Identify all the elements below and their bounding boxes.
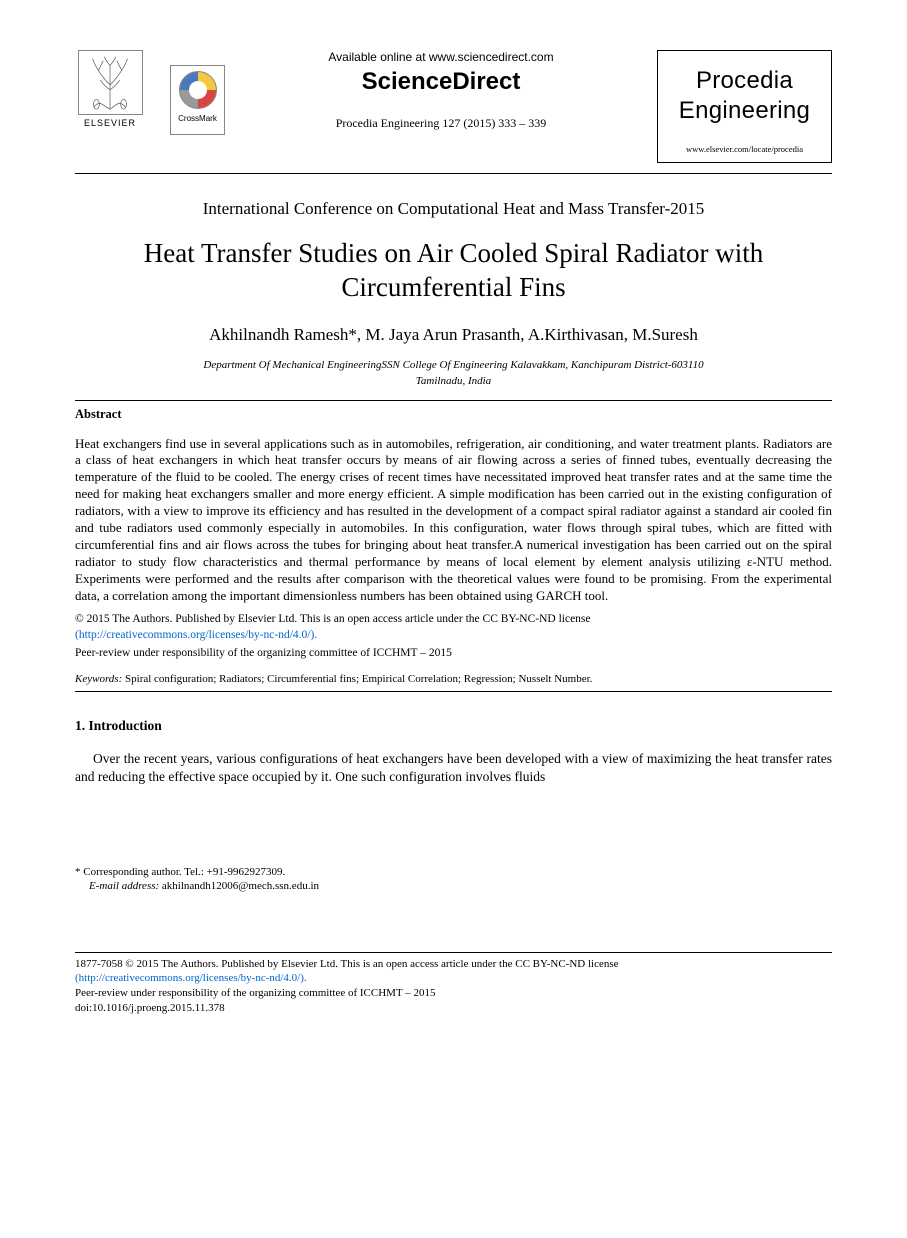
- email-line: E-mail address: akhilnandh12006@mech.ssn…: [75, 880, 832, 892]
- journal-url: www.elsevier.com/locate/procedia: [666, 144, 823, 154]
- elsevier-tree-icon: [78, 50, 143, 115]
- section-1-heading: 1. Introduction: [75, 718, 832, 734]
- email-label: E-mail address:: [89, 880, 159, 892]
- keywords-rule: [75, 691, 832, 692]
- authors-line: Akhilnandh Ramesh*, M. Jaya Arun Prasant…: [75, 325, 832, 345]
- journal-cover-box: Procedia Engineering www.elsevier.com/lo…: [657, 50, 832, 163]
- license-link[interactable]: (http://creativecommons.org/licenses/by-…: [75, 629, 317, 641]
- crossmark-badge[interactable]: CrossMark: [170, 65, 225, 135]
- abstract-body: Heat exchangers find use in several appl…: [75, 436, 832, 605]
- center-header: Available online at www.sciencedirect.co…: [225, 50, 657, 131]
- section-1-body: Over the recent years, various configura…: [75, 750, 832, 785]
- keywords-label: Keywords:: [75, 673, 122, 685]
- page-header: ELSEVIER CrossMark Available online at w…: [75, 50, 832, 163]
- affiliation: Department Of Mechanical EngineeringSSN …: [75, 357, 832, 390]
- keywords-line: Keywords: Spiral configuration; Radiator…: [75, 673, 832, 685]
- footer-rule: [75, 952, 832, 953]
- elsevier-logo: ELSEVIER: [75, 50, 145, 135]
- crossmark-label: CrossMark: [178, 114, 217, 123]
- crossmark-icon: [178, 70, 218, 110]
- peer-review-line: Peer-review under responsibility of the …: [75, 647, 832, 659]
- available-online-text: Available online at www.sciencedirect.co…: [245, 50, 637, 64]
- email-address: akhilnandh12006@mech.ssn.edu.in: [162, 880, 319, 892]
- abstract-heading: Abstract: [75, 407, 832, 422]
- citation-line: Procedia Engineering 127 (2015) 333 – 33…: [245, 116, 637, 131]
- sciencedirect-logo: ScienceDirect: [245, 68, 637, 96]
- header-rule: [75, 173, 832, 174]
- footer-license-link[interactable]: (http://creativecommons.org/licenses/by-…: [75, 972, 307, 984]
- footer-issn: 1877-7058 © 2015 The Authors. Published …: [75, 958, 619, 970]
- copyright-block: © 2015 The Authors. Published by Elsevie…: [75, 612, 832, 643]
- copyright-line: © 2015 The Authors. Published by Elsevie…: [75, 613, 591, 625]
- corresponding-author: * Corresponding author. Tel.: +91-996292…: [75, 866, 832, 878]
- left-logo-group: ELSEVIER CrossMark: [75, 50, 225, 135]
- paper-title: Heat Transfer Studies on Air Cooled Spir…: [75, 237, 832, 305]
- affiliation-rule: [75, 400, 832, 401]
- conference-name: International Conference on Computationa…: [75, 199, 832, 219]
- elsevier-label: ELSEVIER: [84, 118, 136, 128]
- footer-block: 1877-7058 © 2015 The Authors. Published …: [75, 957, 832, 1016]
- journal-name: Procedia Engineering: [666, 66, 823, 126]
- footer-doi: doi:10.1016/j.proeng.2015.11.378: [75, 1002, 225, 1014]
- keywords-text: Spiral configuration; Radiators; Circumf…: [125, 673, 592, 685]
- footer-peer-review: Peer-review under responsibility of the …: [75, 987, 435, 999]
